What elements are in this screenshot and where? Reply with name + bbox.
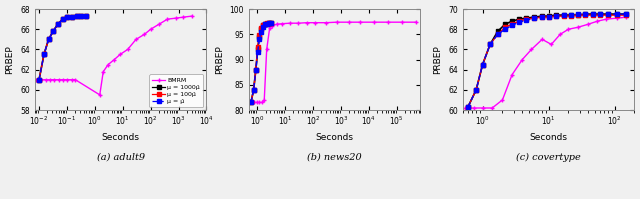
Y-axis label: PRBEP: PRBEP (433, 45, 442, 74)
X-axis label: Seconds: Seconds (529, 133, 568, 142)
Y-axis label: PRBEP: PRBEP (215, 45, 224, 74)
X-axis label: Seconds: Seconds (102, 133, 140, 142)
X-axis label: Seconds: Seconds (316, 133, 353, 142)
Text: (a) adult9: (a) adult9 (97, 152, 145, 161)
Legend: BMRM, μ = 1000μ̂, μ = 100μ̂, μ = μ̂: BMRM, μ = 1000μ̂, μ = 100μ̂, μ = μ̂ (149, 74, 204, 107)
Y-axis label: PRBEP: PRBEP (6, 45, 15, 74)
Text: (b) news20: (b) news20 (307, 152, 362, 161)
Text: (c) covertype: (c) covertype (516, 152, 581, 162)
